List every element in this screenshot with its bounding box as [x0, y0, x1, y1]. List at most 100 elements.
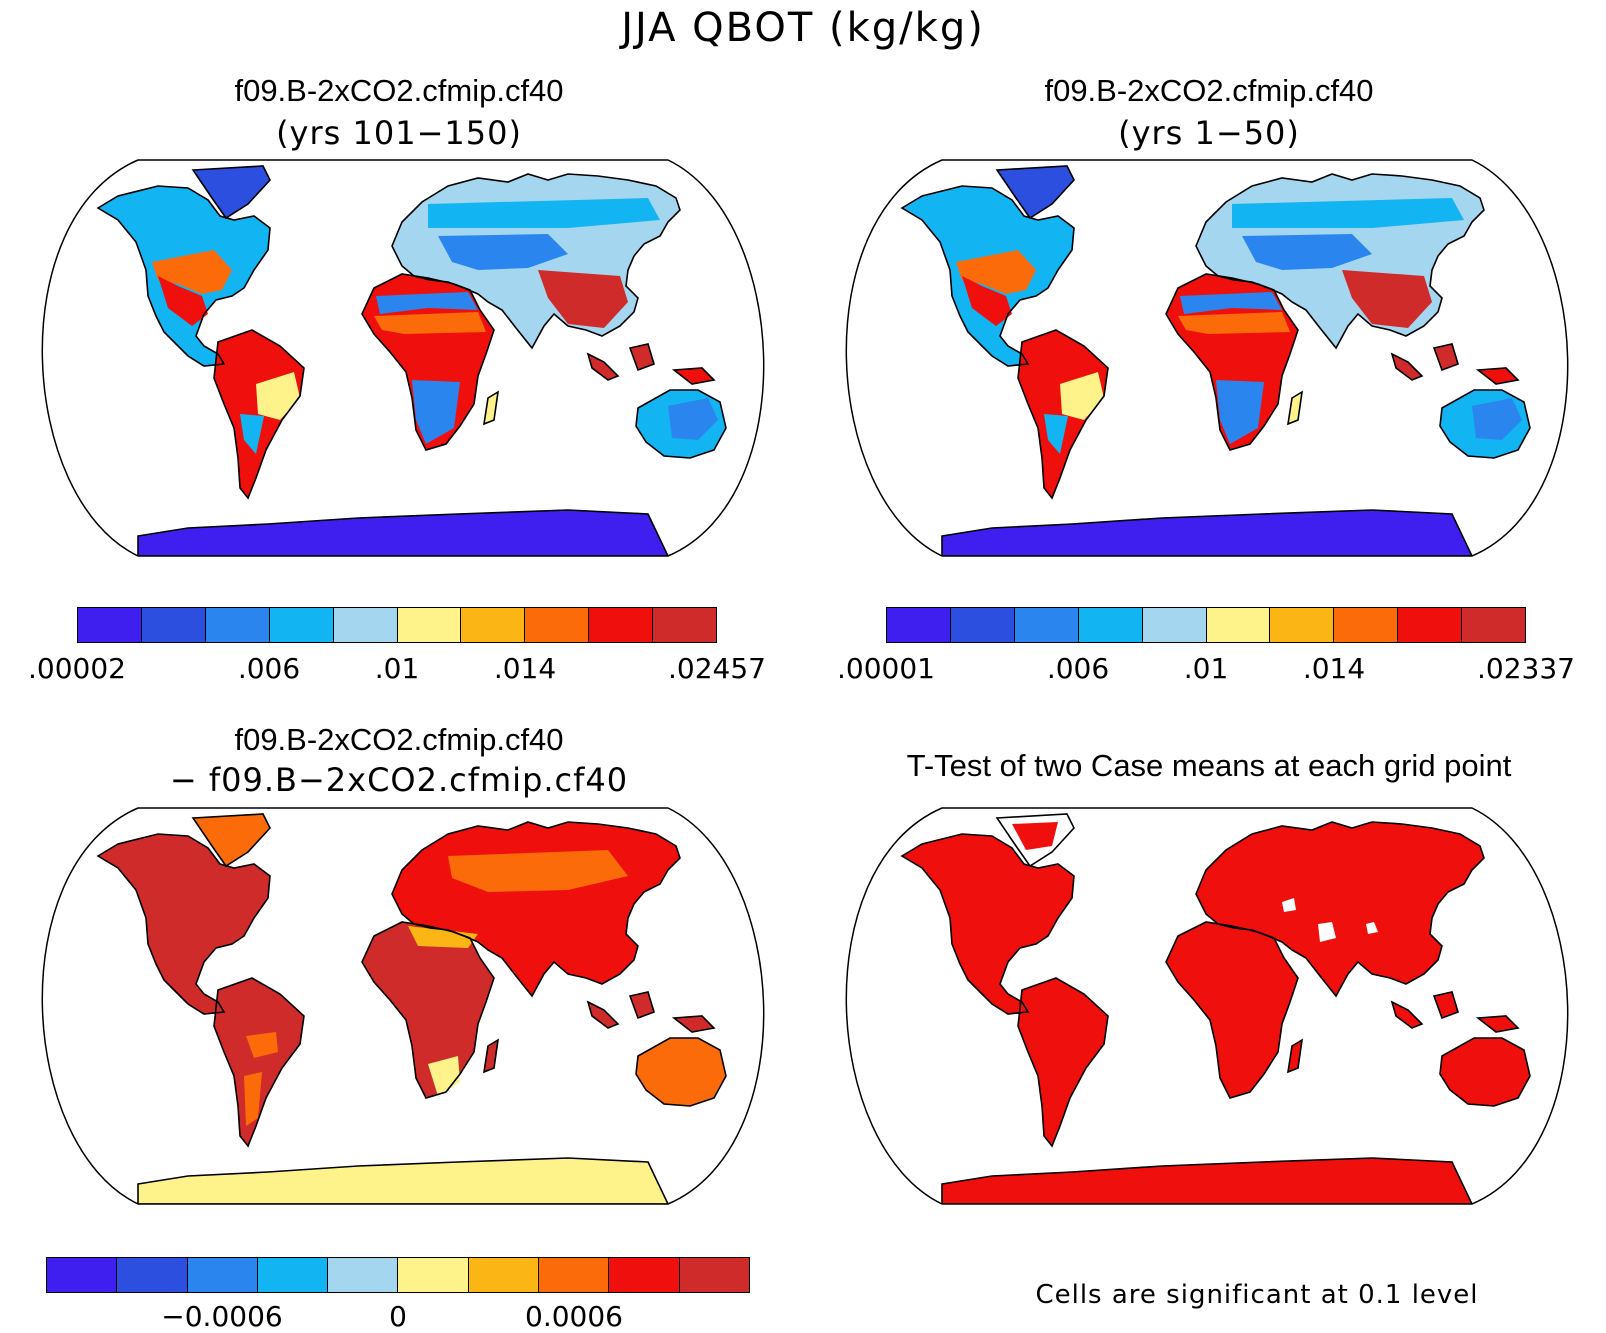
- colorbar-swatch: [141, 608, 206, 642]
- coastline: [361, 921, 495, 1099]
- colorbar-swatch: [269, 608, 334, 642]
- coastline: [213, 977, 305, 1148]
- colorbar-label: .01: [1183, 652, 1229, 685]
- landmass-australia: [1440, 1038, 1530, 1106]
- panel-title: f09.B-2xCO2.cfmip.cf40: [234, 722, 564, 757]
- coastline: [96, 185, 271, 367]
- coastline: [191, 165, 271, 220]
- coastline: [1439, 1037, 1531, 1107]
- colorbar-swatch: [1142, 608, 1207, 642]
- significance-note: Cells are significant at 0.1 level: [1035, 1280, 1479, 1310]
- colorbar-swatch: [117, 1258, 188, 1292]
- colorbar: [77, 607, 717, 643]
- colorbar-swatch: [539, 1258, 610, 1292]
- landmass-antarctica: [138, 1158, 668, 1204]
- colorbar-swatch: [1270, 608, 1335, 642]
- landmass-guinea: [1478, 368, 1518, 384]
- coastline: [1432, 991, 1459, 1020]
- field-contour: [428, 198, 660, 228]
- colorbar-swatch: [1462, 608, 1526, 642]
- colorbar-swatch: [398, 1258, 469, 1292]
- colorbar-swatch: [1078, 608, 1143, 642]
- coastline: [1195, 173, 1485, 350]
- field-contour: [1342, 270, 1432, 328]
- landmass-guinea: [674, 368, 714, 384]
- field-contour: [428, 1056, 460, 1096]
- landmass-australia: [636, 1038, 726, 1106]
- coastline: [628, 343, 655, 372]
- field-contour: [408, 926, 478, 948]
- landmass-antarctica: [138, 510, 668, 556]
- colorbar-swatch: [397, 608, 462, 642]
- colorbar-swatch: [333, 608, 398, 642]
- coastline: [137, 509, 670, 556]
- landmass-sumatra: [1392, 1002, 1422, 1028]
- field-contour: [374, 312, 486, 334]
- world-map: [845, 807, 1569, 1205]
- coastline: [391, 821, 681, 998]
- colorbar-labels: .00001 .006 .01 .014 .02337: [837, 652, 1575, 685]
- colorbar: [886, 607, 1526, 643]
- colorbar-label: .014: [1302, 652, 1366, 685]
- coastline: [137, 1157, 670, 1204]
- landmass-greenland: [193, 166, 270, 218]
- colorbar-swatch: [1014, 608, 1079, 642]
- coastline: [635, 1037, 727, 1107]
- landmass-antarctica: [942, 1158, 1472, 1204]
- colorbar-swatch: [589, 608, 654, 642]
- field-contour: [668, 398, 718, 440]
- world-map: [41, 807, 765, 1205]
- colorbar-labels: −0.0006 0 0.0006: [46, 1300, 750, 1333]
- landmass-sumatra: [588, 354, 618, 380]
- coastline: [1195, 821, 1485, 998]
- map-border: [41, 159, 765, 557]
- coastline: [213, 329, 305, 500]
- main-title: JJA QBOT (kg/kg): [621, 5, 985, 51]
- colorbar-swatch: [1398, 608, 1463, 642]
- landmass-antarctica: [942, 510, 1472, 556]
- landmass-namerica: [98, 834, 270, 1014]
- panel-subtitle: (yrs 101−150): [276, 114, 522, 152]
- coastline: [1017, 977, 1109, 1148]
- colorbar-swatch: [609, 1258, 680, 1292]
- coastline: [941, 509, 1474, 556]
- panel-subtitle: (yrs 1−50): [1118, 114, 1300, 152]
- coastline: [1475, 1015, 1520, 1033]
- colorbar-swatch: [1334, 608, 1399, 642]
- landmass-africa: [362, 922, 494, 1098]
- world-map: [845, 159, 1569, 557]
- world-map: [41, 159, 765, 557]
- field-contour: [438, 234, 568, 270]
- coastline: [995, 165, 1075, 220]
- field-contour: [1232, 198, 1464, 228]
- coastline: [586, 352, 620, 381]
- colorbar-label: .00002: [28, 652, 126, 685]
- coastline: [1286, 1038, 1304, 1074]
- coastline: [900, 185, 1075, 367]
- field-contour: [240, 414, 264, 454]
- coastline: [995, 813, 1075, 868]
- coastline: [191, 813, 271, 868]
- field-contour: [1216, 380, 1264, 444]
- coastline: [1432, 343, 1459, 372]
- field-contour: [538, 270, 628, 328]
- field-contour: [1012, 822, 1058, 850]
- colorbar-label: .01: [374, 652, 420, 685]
- colorbar-swatch: [1206, 608, 1271, 642]
- field-contour: [1318, 922, 1336, 942]
- field-contour: [448, 850, 628, 892]
- landmass-europe: [1196, 822, 1484, 996]
- colorbar-swatch: [328, 1258, 399, 1292]
- coastline: [1439, 389, 1531, 459]
- map-border: [41, 807, 765, 1205]
- colorbar: [46, 1257, 750, 1293]
- landmass-greenland: [193, 814, 270, 866]
- colorbar-swatch: [205, 608, 270, 642]
- landmass-guinea: [1478, 1016, 1518, 1032]
- colorbar-swatch: [78, 608, 142, 642]
- colorbar-swatch: [525, 608, 590, 642]
- field-contour: [152, 250, 232, 294]
- field-contour: [1282, 898, 1296, 912]
- map-border: [845, 159, 1569, 557]
- landmass-guinea: [674, 1016, 714, 1032]
